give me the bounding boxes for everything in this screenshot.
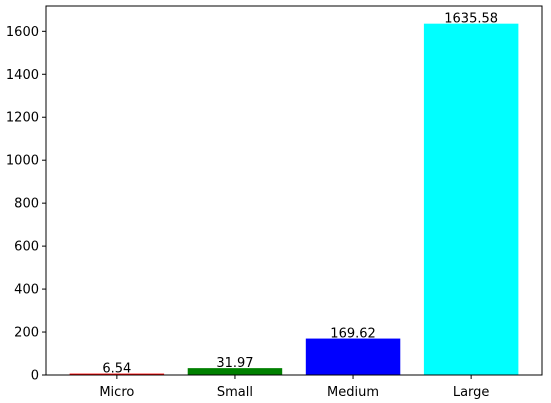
x-tick-label: Large <box>453 385 490 400</box>
y-tick-label: 0 <box>31 369 39 384</box>
y-axis-ticks: 0 200 400 600 800 1000 1200 1400 1600 <box>6 25 46 384</box>
y-tick-label: 600 <box>14 240 39 255</box>
bar-micro <box>69 373 165 375</box>
y-tick-label: 1200 <box>6 111 39 126</box>
bar-small <box>187 368 283 375</box>
data-label-medium: 169.62 <box>330 327 376 342</box>
data-label-large: 1635.58 <box>444 12 498 27</box>
y-tick-label: 200 <box>14 326 39 341</box>
x-tick-label: Medium <box>327 385 379 400</box>
y-tick-label: 1600 <box>6 25 39 40</box>
data-label-small: 31.97 <box>216 356 253 371</box>
data-labels: 6.54 31.97 169.62 1635.58 <box>102 12 498 377</box>
bar-large <box>423 23 519 375</box>
x-tick-label: Small <box>217 385 253 400</box>
bar-medium <box>305 338 401 375</box>
x-tick-label: Micro <box>99 385 134 400</box>
y-tick-label: 400 <box>14 283 39 298</box>
plot-frame <box>45 5 543 376</box>
y-tick-label: 1000 <box>6 154 39 169</box>
y-tick-label: 800 <box>14 197 39 212</box>
y-tick-label: 1400 <box>6 68 39 83</box>
bars-group <box>69 23 519 375</box>
x-axis-ticks: Micro Small Medium Large <box>99 375 489 400</box>
data-label-micro: 6.54 <box>102 362 131 377</box>
